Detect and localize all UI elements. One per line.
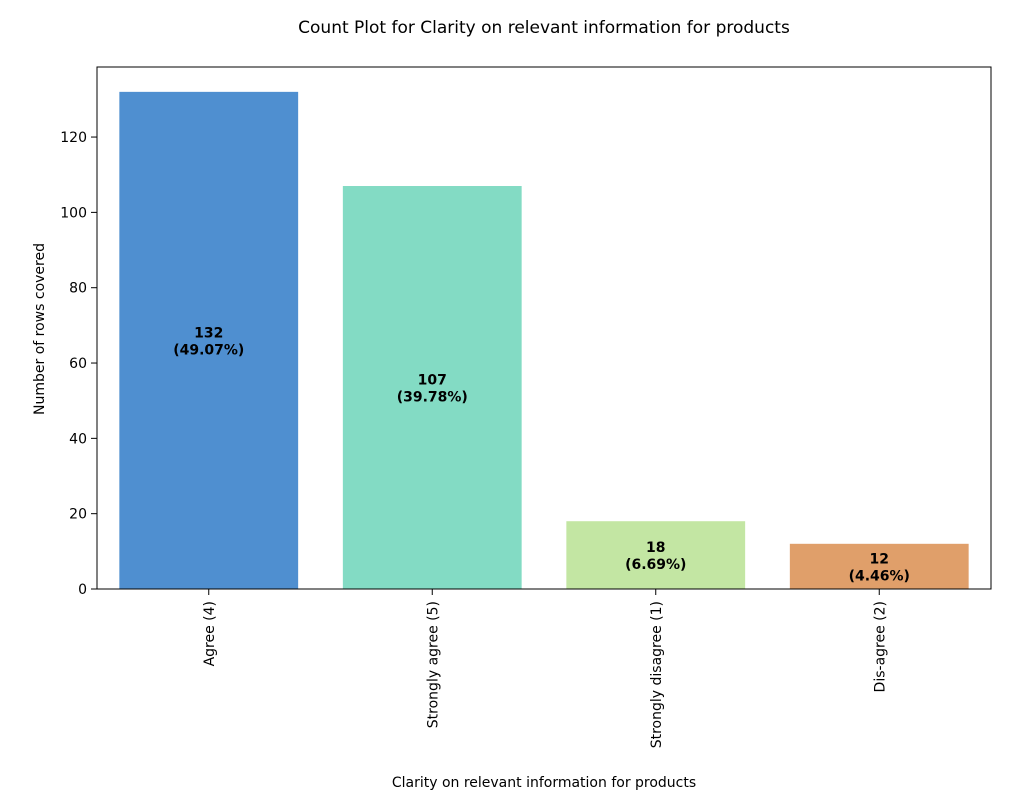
bar-count-label: 18 <box>646 540 665 556</box>
bar-2 <box>566 521 746 589</box>
bar-1 <box>342 186 522 589</box>
x-tick-label: Dis-agree (2) <box>872 601 888 692</box>
y-tick-label: 120 <box>60 130 87 146</box>
bar-count-label: 12 <box>870 551 889 567</box>
bar-percent-label: (6.69%) <box>625 557 686 573</box>
y-tick-label: 80 <box>69 281 87 297</box>
bar-value-labels: 132(49.07%) 107(39.78%) 18(6.69%) 12(4.46%) <box>173 325 910 584</box>
y-tick-label: 40 <box>69 431 87 447</box>
plot-frame <box>96 66 992 590</box>
chart-title: Count Plot for Clarity on relevant infor… <box>298 18 790 38</box>
x-axis: Agree (4) Strongly agree (5) Strongly disa… <box>202 589 888 748</box>
bar-0 <box>119 91 299 590</box>
y-axis-title: Number of rows covered <box>32 243 48 415</box>
y-tick-label: 0 <box>78 582 87 598</box>
y-tick-label: 100 <box>60 205 87 221</box>
bar-3 <box>789 543 969 589</box>
bar-percent-label: (4.46%) <box>849 568 910 584</box>
bar-count-label: 132 <box>194 325 223 341</box>
x-tick-label: Strongly agree (5) <box>425 601 441 728</box>
x-axis-title: Clarity on relevant information for prod… <box>392 775 696 791</box>
x-tick-label: Agree (4) <box>202 601 218 666</box>
y-tick-label: 20 <box>69 507 87 523</box>
bar-count-label: 107 <box>418 373 447 389</box>
bar-percent-label: (49.07%) <box>173 342 244 358</box>
bars-layer <box>119 91 969 590</box>
bar-percent-label: (39.78%) <box>397 390 468 406</box>
y-axis: 0 20 40 60 80 100 120 <box>60 130 97 598</box>
y-tick-label: 60 <box>69 356 87 372</box>
x-tick-label: Strongly disagree (1) <box>649 601 665 748</box>
